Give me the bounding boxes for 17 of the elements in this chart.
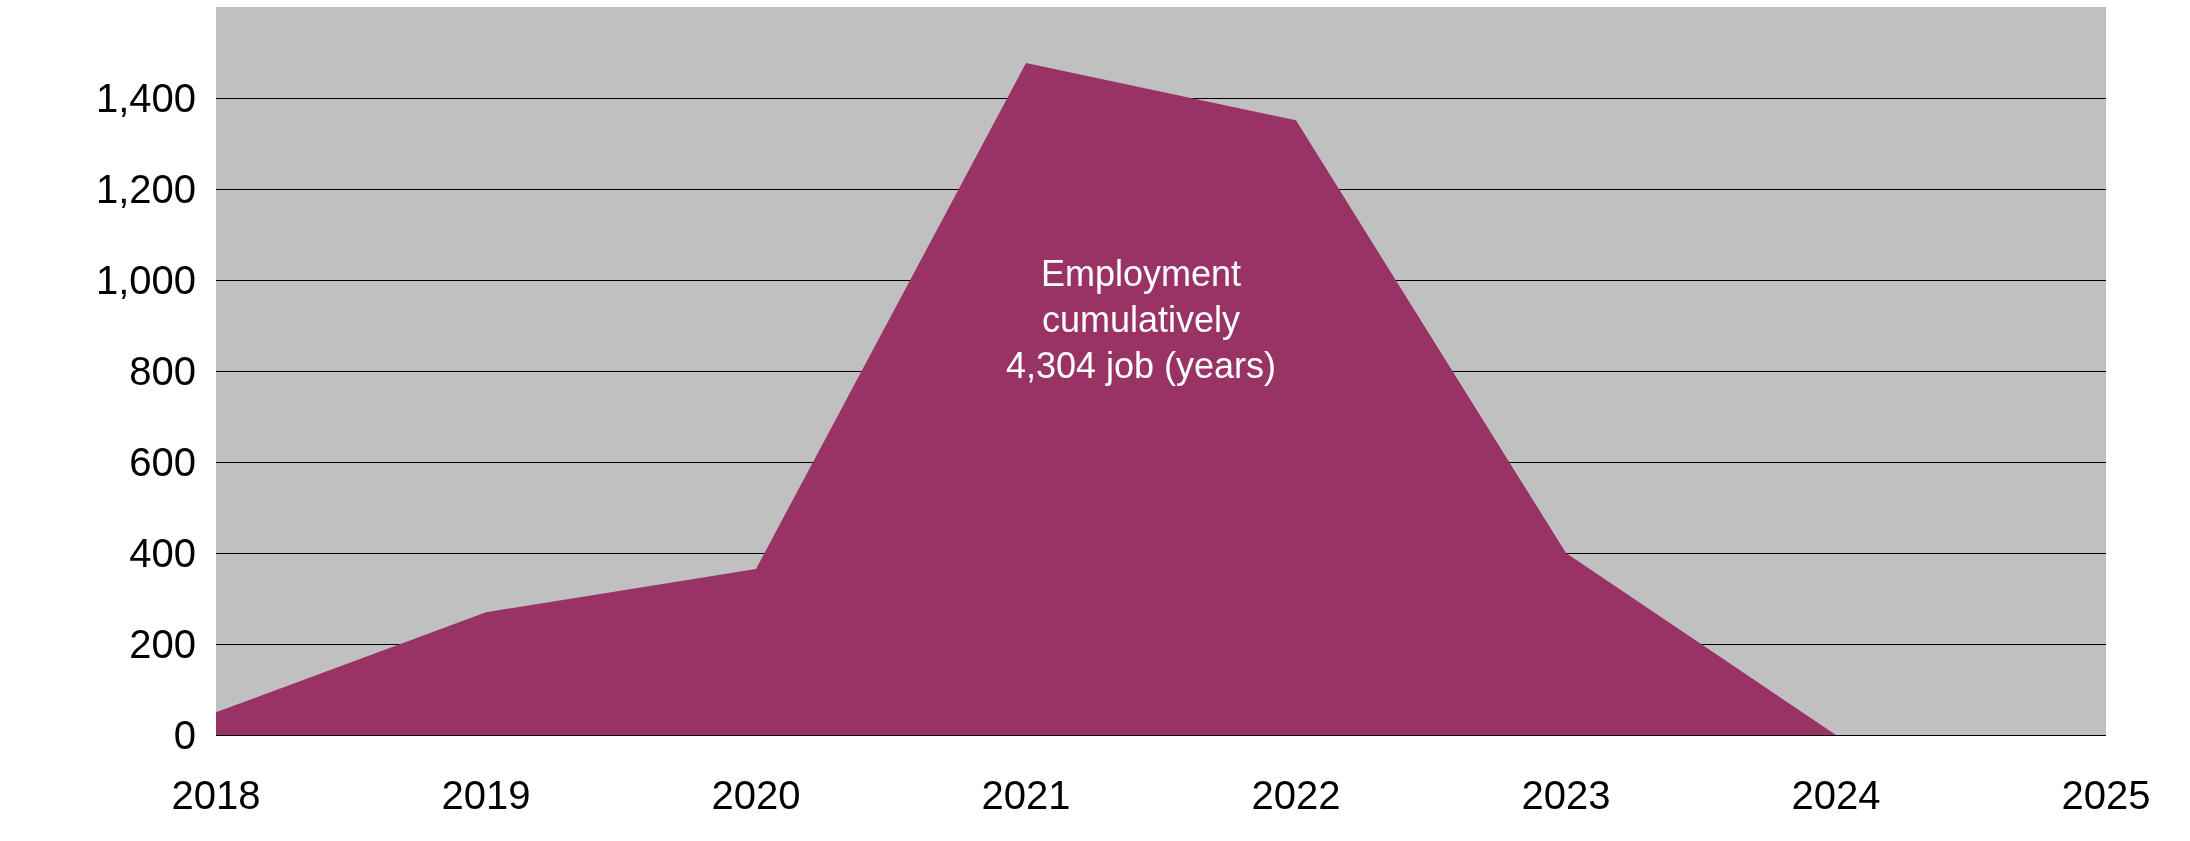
x-tick-label: 2021 — [981, 773, 1071, 817]
annotation: Employment cumulatively 4,304 job (years) — [1005, 252, 1277, 386]
x-tick-label: 2020 — [711, 773, 801, 817]
x-tick-label: 2025 — [2061, 773, 2151, 817]
y-tick-label: 1,400 — [95, 76, 196, 120]
y-tick-label: 1,200 — [95, 167, 196, 211]
y-tick-label: 200 — [129, 622, 196, 666]
x-tick-label: 2019 — [441, 773, 531, 817]
x-tick-label: 2018 — [171, 773, 261, 817]
x-tick-label: 2024 — [1791, 773, 1881, 817]
y-tick-label: 1,000 — [95, 258, 196, 302]
x-tick-label: 2023 — [1521, 773, 1611, 817]
y-tick-label: 0 — [173, 713, 196, 757]
y-tick-label: 400 — [129, 531, 196, 575]
y-tick-label: 600 — [129, 440, 196, 484]
x-tick-label: 2022 — [1251, 773, 1341, 817]
y-tick-label: 800 — [129, 349, 196, 393]
